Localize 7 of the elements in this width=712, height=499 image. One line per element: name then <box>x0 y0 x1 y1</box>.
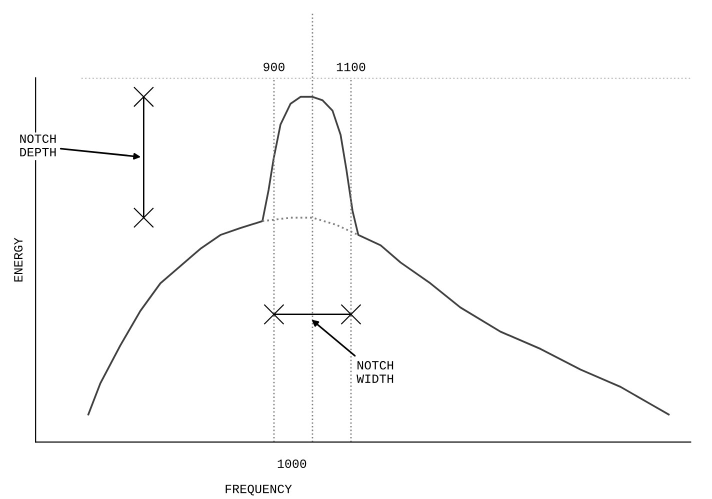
annotation: NOTCH WIDTH <box>356 361 394 383</box>
x-tick-label: 900 <box>264 62 284 72</box>
x-tick-label: 1100 <box>336 62 366 72</box>
ref-line-label: 1000 <box>278 459 306 468</box>
annotation: NOTCH DEPTH <box>20 134 56 156</box>
x-axis-title: FREQUENCY <box>226 484 292 496</box>
y-axis-title: ENERGY <box>14 238 23 282</box>
